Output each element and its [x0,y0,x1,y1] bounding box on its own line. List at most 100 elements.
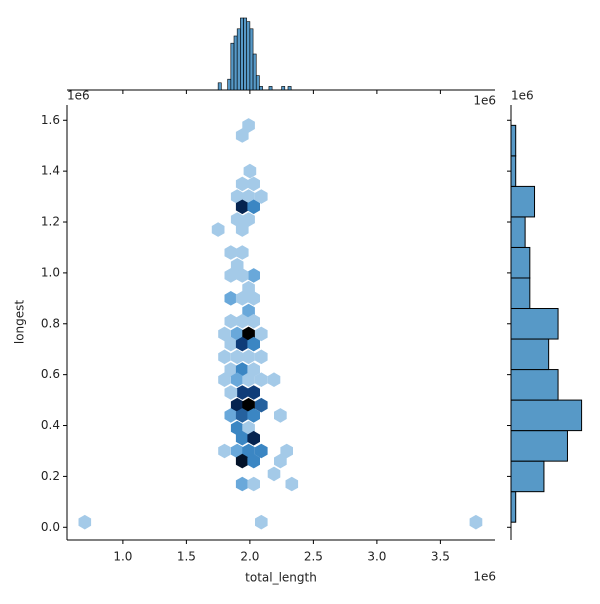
hexbin [469,514,483,530]
y-tick-label: 0.8 [41,316,60,330]
hexbin [235,362,249,377]
hexbin [255,443,268,459]
hist-bar [230,42,235,91]
hexbin [255,189,268,204]
hexbin [255,372,268,387]
hexbin [247,385,260,400]
hist-bar [510,491,517,523]
hexbin [255,514,268,530]
hexbin [247,336,260,352]
hist-bar [510,155,517,187]
hist-bar [510,277,531,310]
hexbin [247,430,260,446]
y-tick-label: 1.6 [41,113,60,127]
x-tick-label: 3.0 [367,550,386,564]
hexbin [247,199,260,215]
hexbin [230,420,244,436]
hexbin [230,372,244,387]
y-tick-label: 1.2 [41,215,60,229]
hist-bar [510,460,545,493]
right-offset-text: 1e6 [511,89,534,103]
hexbin [235,268,249,283]
hexbin [247,362,260,377]
hexbin [242,326,255,342]
y-tick-label: 0.4 [41,418,60,432]
hist-bar [217,82,222,91]
hist-bar [252,53,257,91]
hexbin [224,362,238,377]
x-tick-label: 1.0 [113,550,132,564]
hist-bar [510,430,568,462]
hexbin [247,476,260,492]
hexbin [274,453,287,469]
hist-bar [259,86,263,91]
hexbin [235,245,249,260]
hexbin [235,430,249,446]
hist-bar [510,399,583,432]
hist-bar [510,246,531,279]
hist-bar [510,338,550,371]
y-tick-label: 0.0 [41,520,60,534]
hexbin [247,453,260,469]
hexbin [224,408,238,423]
hexbin [242,349,255,365]
hist-bar [510,369,559,401]
hist-bar [510,124,517,157]
hexbin [242,397,255,413]
hexbin [230,189,244,204]
hexbin [230,397,244,413]
hist-bar [243,17,248,91]
hexbin [235,291,249,306]
hexbin [224,313,238,329]
hexbin [242,420,255,436]
hexbin [243,163,257,179]
hist-bar [249,28,254,91]
hexbin [267,466,281,482]
hexbin [242,280,255,296]
top-offset-text: 1e6 [473,94,496,108]
hexbin [247,313,260,329]
hist-bar [233,35,238,91]
hist-bar [510,216,526,248]
hexbin [242,118,255,133]
hexbin [235,176,249,192]
hexbin [267,372,281,387]
hexbin [224,336,238,352]
hexbin [255,326,268,342]
hexbin [235,222,249,237]
x-tick-label: 3.5 [431,550,450,564]
hexbin [235,128,249,143]
hist-bar [246,21,251,91]
x-tick-label: 2.5 [304,550,323,564]
hexbin [230,258,244,273]
y-tick-label: 0.2 [41,469,60,483]
hexbin [235,199,249,215]
hist-bar [510,185,536,218]
hexbin [235,453,249,469]
hexbin [285,476,299,492]
hexbin [235,336,249,352]
hist-bar [287,86,292,91]
hist-bar [240,17,244,91]
hexbin [235,476,249,492]
hist-bar [227,78,232,91]
hexbin [211,222,225,237]
x-tick-label: 1.5 [177,550,196,564]
x-offset-text: 1e6 [473,570,496,584]
hexbin [242,189,255,204]
hexbin [218,372,231,387]
hexbin [230,349,244,365]
hexbin [235,408,249,423]
hexbin [224,385,238,400]
hexbin [242,372,255,387]
hexbin [235,385,249,400]
x-axis-label: total_length [245,571,317,585]
hexbin [247,268,260,283]
hist-bar [510,308,559,340]
hexbin [230,326,244,342]
hexbin [224,245,238,260]
hist-bar [268,86,273,91]
y-offset-text: 1e6 [67,89,90,103]
hexbin [78,514,92,530]
